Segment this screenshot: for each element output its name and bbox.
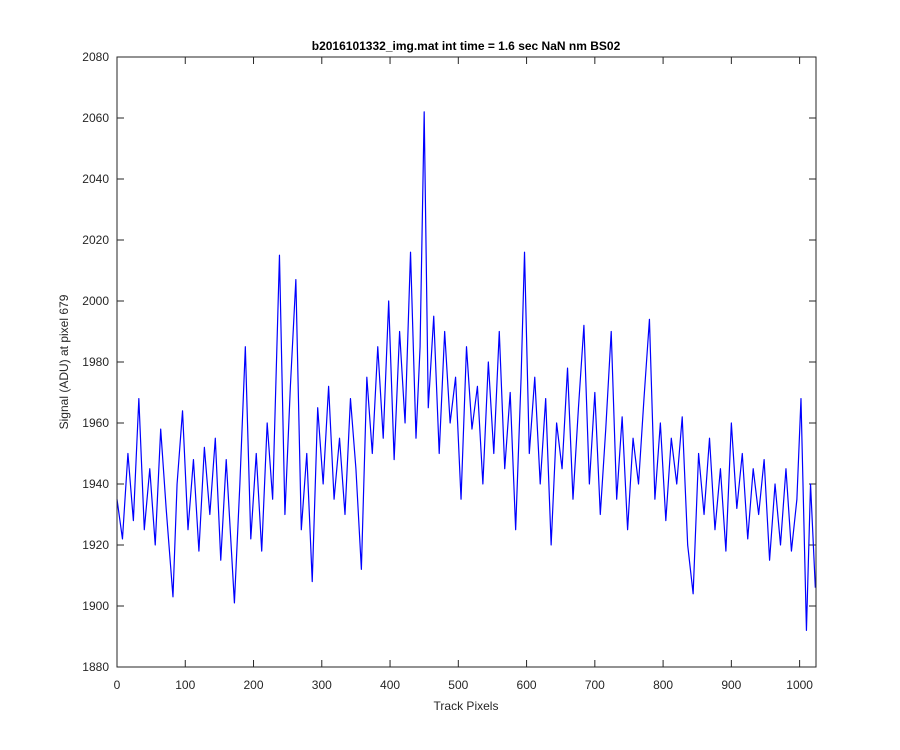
chart-title: b2016101332_img.mat int time = 1.6 sec N… <box>312 39 621 53</box>
y-tick-label: 1940 <box>82 477 109 491</box>
x-tick-label: 500 <box>448 678 468 692</box>
y-tick-label: 2020 <box>82 233 109 247</box>
y-tick-label: 1880 <box>82 660 109 674</box>
x-tick-label: 200 <box>244 678 264 692</box>
x-tick-label: 900 <box>721 678 741 692</box>
axes-box <box>116 56 817 668</box>
y-tick-label: 2040 <box>82 172 109 186</box>
x-axis-label: Track Pixels <box>434 699 499 713</box>
y-tick-label: 1980 <box>82 355 109 369</box>
y-axis-label: Signal (ADU) at pixel 679 <box>57 294 71 429</box>
y-tick-label: 2000 <box>82 294 109 308</box>
y-tick-label: 1900 <box>82 599 109 613</box>
y-tick-label: 2080 <box>82 50 109 64</box>
y-tick-label: 1920 <box>82 538 109 552</box>
x-tick-label: 600 <box>517 678 537 692</box>
x-tick-label: 100 <box>175 678 195 692</box>
x-tick-label: 400 <box>380 678 400 692</box>
data-line <box>116 111 816 631</box>
x-tick-label: 800 <box>653 678 673 692</box>
x-tick-label: 300 <box>312 678 332 692</box>
y-tick-label: 1960 <box>82 416 109 430</box>
x-tick-label: 0 <box>114 678 121 692</box>
x-tick-label: 1000 <box>786 678 813 692</box>
y-tick-label: 2060 <box>82 111 109 125</box>
x-tick-label: 700 <box>585 678 605 692</box>
